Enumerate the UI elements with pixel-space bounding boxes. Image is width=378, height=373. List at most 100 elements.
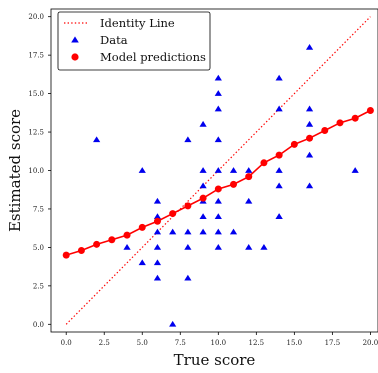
model-prediction-point — [199, 194, 207, 202]
data-point — [153, 274, 162, 281]
data-point — [138, 167, 146, 173]
model-prediction-point — [260, 159, 268, 167]
x-tick-label: 0.0 — [61, 339, 72, 347]
data-point — [93, 136, 101, 143]
legend-label: Identity Line — [100, 16, 175, 30]
model-prediction-point — [290, 140, 298, 148]
x-tick-label: 5.0 — [137, 339, 148, 347]
x-axis-ticks: 0.0 2.5 5.0 7.5 10.0 12.5 15.0 17.5 20.0 — [61, 332, 378, 347]
data-point — [199, 228, 207, 235]
data-point — [184, 243, 192, 250]
data-point — [199, 182, 207, 189]
x-tick-label: 17.5 — [325, 339, 341, 347]
model-prediction-point — [108, 236, 116, 244]
data-point — [275, 182, 283, 189]
data-point — [351, 167, 359, 173]
model-prediction-point — [275, 151, 283, 159]
y-tick-label: 2.5 — [33, 282, 44, 290]
legend-box — [57, 11, 211, 71]
legend: Identity Line Data Model predictions — [57, 11, 211, 71]
y-tick-label: 10.0 — [28, 167, 44, 175]
data-point — [199, 167, 207, 173]
legend-model-predictions-swatch — [71, 53, 79, 61]
data-point — [153, 197, 162, 204]
data-point — [153, 259, 162, 266]
y-tick-label: 7.5 — [33, 205, 44, 213]
data-point — [153, 213, 162, 219]
data-point — [214, 213, 222, 219]
y-tick-label: 20.0 — [28, 13, 44, 21]
legend-entry: Identity Line — [64, 16, 175, 30]
data-point — [305, 105, 314, 112]
x-tick-label: 2.5 — [99, 339, 110, 347]
data-point — [214, 228, 222, 235]
data-point — [184, 136, 192, 143]
model-prediction-point — [138, 223, 146, 231]
data-point — [275, 105, 283, 112]
model-prediction-point — [336, 119, 344, 127]
model-prediction-point — [321, 127, 329, 135]
model-prediction-point — [230, 180, 238, 188]
data-point — [199, 120, 207, 127]
y-axis-title: Estimated score — [6, 109, 24, 232]
data-point — [184, 228, 192, 235]
data-point — [214, 243, 222, 250]
model-prediction-point — [245, 173, 253, 181]
data-point — [245, 243, 253, 250]
model-prediction-point — [366, 107, 374, 115]
legend-data-swatch — [71, 36, 79, 43]
model-prediction-point — [77, 246, 85, 254]
data-point — [229, 167, 238, 173]
model-prediction-point — [123, 231, 131, 239]
y-axis-ticks: 0.0 2.5 5.0 7.5 10.0 12.5 15.0 17.5 20.0 — [28, 13, 51, 329]
data-point — [275, 74, 283, 81]
x-tick-label: 12.5 — [249, 339, 265, 347]
data-point — [138, 259, 146, 266]
data-point — [275, 167, 283, 173]
model-prediction-point — [306, 134, 314, 142]
y-tick-label: 15.0 — [28, 90, 44, 98]
data-point — [214, 90, 222, 96]
data-point — [153, 243, 162, 250]
x-axis-title: True score — [174, 351, 256, 369]
x-tick-label: 20.0 — [363, 339, 378, 347]
y-tick-label: 17.5 — [28, 52, 44, 60]
y-tick-label: 0.0 — [33, 321, 44, 329]
y-tick-label: 12.5 — [28, 129, 44, 137]
data-point — [260, 243, 268, 250]
data-point — [305, 182, 314, 189]
model-prediction-point — [184, 202, 192, 210]
x-tick-label: 15.0 — [287, 339, 303, 347]
data-point — [305, 44, 314, 50]
data-point — [305, 120, 314, 127]
data-point — [184, 274, 192, 281]
data-point — [214, 197, 222, 204]
legend-entry: Model predictions — [71, 50, 206, 64]
data-point — [169, 320, 177, 327]
y-tick-label: 5.0 — [33, 244, 44, 252]
legend-entry: Data — [71, 33, 128, 47]
x-tick-label: 7.5 — [175, 339, 186, 347]
data-point — [153, 228, 162, 235]
plot-area — [62, 16, 374, 327]
data-point — [214, 167, 222, 173]
data-point — [245, 197, 253, 204]
data-point — [199, 213, 207, 219]
model-prediction-point — [169, 210, 177, 218]
model-prediction-point — [351, 114, 359, 122]
model-prediction-point — [153, 217, 161, 225]
data-point — [305, 151, 314, 158]
data-point — [214, 136, 222, 143]
data-point — [229, 228, 238, 235]
model-prediction-point — [214, 185, 222, 193]
data-point — [123, 243, 131, 250]
data-point — [169, 228, 177, 235]
model-prediction-point — [62, 251, 70, 259]
model-prediction-point — [93, 240, 101, 248]
data-point — [214, 74, 222, 81]
data-point — [245, 167, 253, 173]
data-point — [275, 213, 283, 219]
x-tick-label: 10.0 — [211, 339, 227, 347]
legend-label: Data — [100, 33, 128, 47]
data-point — [214, 105, 222, 112]
